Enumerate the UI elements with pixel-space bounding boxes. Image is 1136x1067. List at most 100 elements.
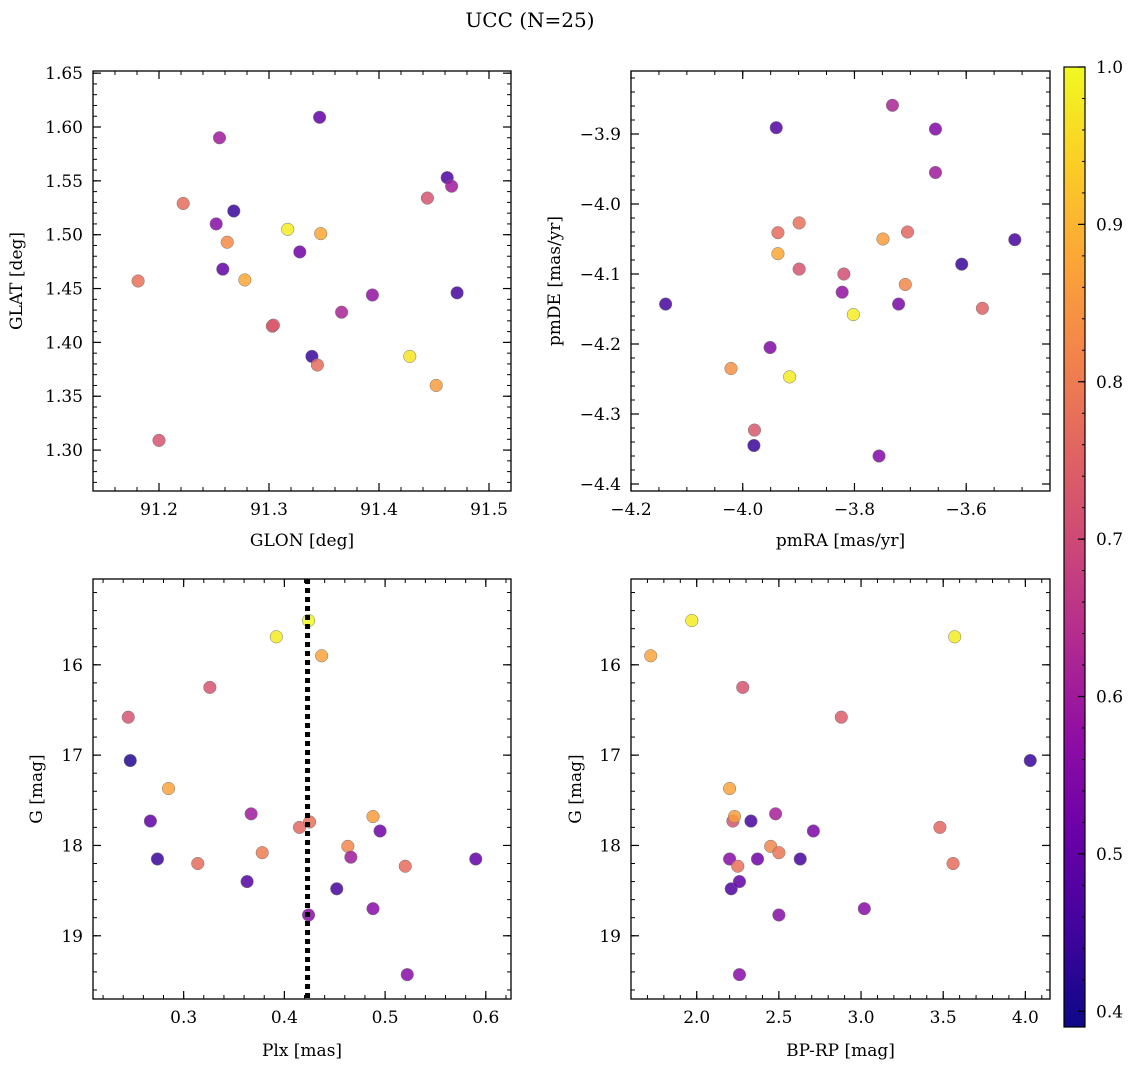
figure-title: UCC (N=25) [465, 8, 594, 32]
y-axis-label: pmDE [mas/yr] [545, 216, 565, 346]
scatter-point [750, 852, 765, 866]
colorbar-frame [1063, 66, 1086, 1028]
scatter-point [266, 318, 280, 332]
scatter-point [150, 852, 165, 866]
scatter-point [315, 649, 329, 663]
colorbar-tick-label: 0.4 [1096, 1002, 1123, 1022]
scatter-point [946, 856, 960, 871]
scatter-point [269, 630, 283, 644]
x-tick-label: 0.6 [472, 1008, 499, 1028]
scatter-point [771, 247, 785, 261]
scatter-point [1023, 753, 1037, 768]
scatter-point [732, 875, 746, 889]
y-axis-label: GLAT [deg] [7, 232, 27, 330]
scatter-point [772, 908, 786, 922]
x-tick-label: 0.4 [271, 1008, 298, 1028]
scatter-panel-bprp-g: 2.0 2.5 3.0 3.5 4.0 16 17 18 19 BP-RP [mag] G [mag… [566, 578, 1051, 1061]
scatter-point [314, 227, 328, 241]
colorbar-tick-label: 0.5 [1096, 845, 1123, 865]
scatter-point [341, 839, 355, 853]
scatter-point [400, 968, 414, 982]
y-tick-label: 1.30 [45, 441, 83, 461]
y-tick-label: −4.1 [580, 265, 621, 285]
scatter-point [727, 809, 742, 824]
plot-frame [630, 70, 1051, 492]
scatter-point [220, 235, 234, 249]
x-tick-label: 2.0 [683, 1008, 710, 1028]
y-tick-label: −4.2 [580, 335, 621, 355]
scatter-point [238, 273, 252, 287]
scatter-point [747, 438, 761, 453]
y-tick-label: −3.9 [580, 125, 621, 145]
x-tick-label: 0.5 [372, 1008, 399, 1028]
scatter-point [872, 449, 886, 463]
x-tick-label: 91.2 [140, 500, 178, 520]
scatter-point [240, 875, 254, 889]
colorbar-tick-label: 0.7 [1096, 530, 1123, 550]
scatter-point [732, 968, 746, 982]
x-tick-label: 0.3 [170, 1008, 197, 1028]
scatter-point [744, 814, 758, 828]
y-tick-label: 18 [599, 836, 621, 856]
y-tick-label: 1.55 [45, 172, 83, 192]
scatter-point [793, 852, 807, 866]
scatter-point [121, 710, 135, 724]
plot-frame [630, 578, 1051, 1000]
scatter-point [772, 846, 786, 860]
scatter-point [123, 753, 137, 768]
scatter-panel-pmra-pmde: −4.2 −4.0 −3.8 −3.6 −4.4 −4.3 −4.2 −4.1 −4.0 −3.9… [545, 70, 1051, 551]
y-tick-label: 17 [61, 746, 83, 766]
y-tick-label: 16 [61, 656, 83, 676]
scatter-point [344, 850, 358, 864]
x-tick-label: −3.6 [946, 500, 987, 520]
x-tick-label: 3.5 [930, 1008, 957, 1028]
y-tick-label: −4.0 [580, 195, 621, 215]
scatter-point [763, 340, 777, 355]
scatter-point [769, 807, 783, 821]
y-tick-label: 1.65 [45, 64, 83, 84]
scatter-point [885, 98, 900, 112]
scatter-point [420, 191, 434, 205]
scatter-point [834, 710, 848, 724]
scatter-point [398, 859, 412, 873]
scatter-point [216, 262, 230, 276]
scatter-point [450, 286, 464, 300]
colorbar-tick-label: 1.0 [1096, 58, 1123, 78]
y-tick-label: −4.3 [580, 405, 621, 425]
scatter-point [928, 165, 943, 180]
y-tick-label: 19 [599, 927, 621, 947]
scatter-point [292, 820, 307, 834]
scatter-point [191, 856, 205, 871]
scatter-point [723, 781, 737, 796]
x-tick-label: −4.0 [722, 500, 763, 520]
scatter-point [310, 358, 324, 372]
scatter-point [644, 649, 658, 663]
scatter-point [330, 882, 344, 896]
scatter-point [835, 285, 849, 299]
scatter-point [143, 814, 157, 828]
x-tick-label: 91.4 [360, 500, 398, 520]
y-tick-label: 19 [61, 927, 83, 947]
y-tick-label: −4.4 [580, 475, 621, 495]
scatter-point [792, 216, 806, 230]
colorbar-gradient [1064, 67, 1085, 1027]
scatter-point [212, 131, 227, 145]
plot-frame [92, 578, 512, 1000]
scatter-point [313, 110, 327, 124]
colorbar: 0.4 0.5 0.6 0.7 0.8 0.9 1.0 [1063, 58, 1123, 1028]
scatter-point [771, 226, 785, 240]
x-tick-label: 91.5 [470, 500, 508, 520]
scatter-point [898, 277, 912, 292]
scatter-panel-glon-glat: 91.2 91.3 91.4 91.5 1.30 1.35 1.40 1.45 1.50 1.55… [7, 64, 512, 551]
scatter-point [806, 824, 820, 838]
y-tick-label: 1.60 [45, 118, 83, 138]
y-tick-label: 1.35 [45, 387, 83, 407]
scatter-point [366, 809, 380, 824]
scatter-point [724, 361, 738, 376]
y-tick-label: 1.50 [45, 226, 83, 246]
scatter-point [209, 217, 223, 231]
y-tick-label: 16 [599, 656, 621, 676]
y-tick-label: 18 [61, 836, 83, 856]
x-tick-label: 91.3 [250, 500, 288, 520]
